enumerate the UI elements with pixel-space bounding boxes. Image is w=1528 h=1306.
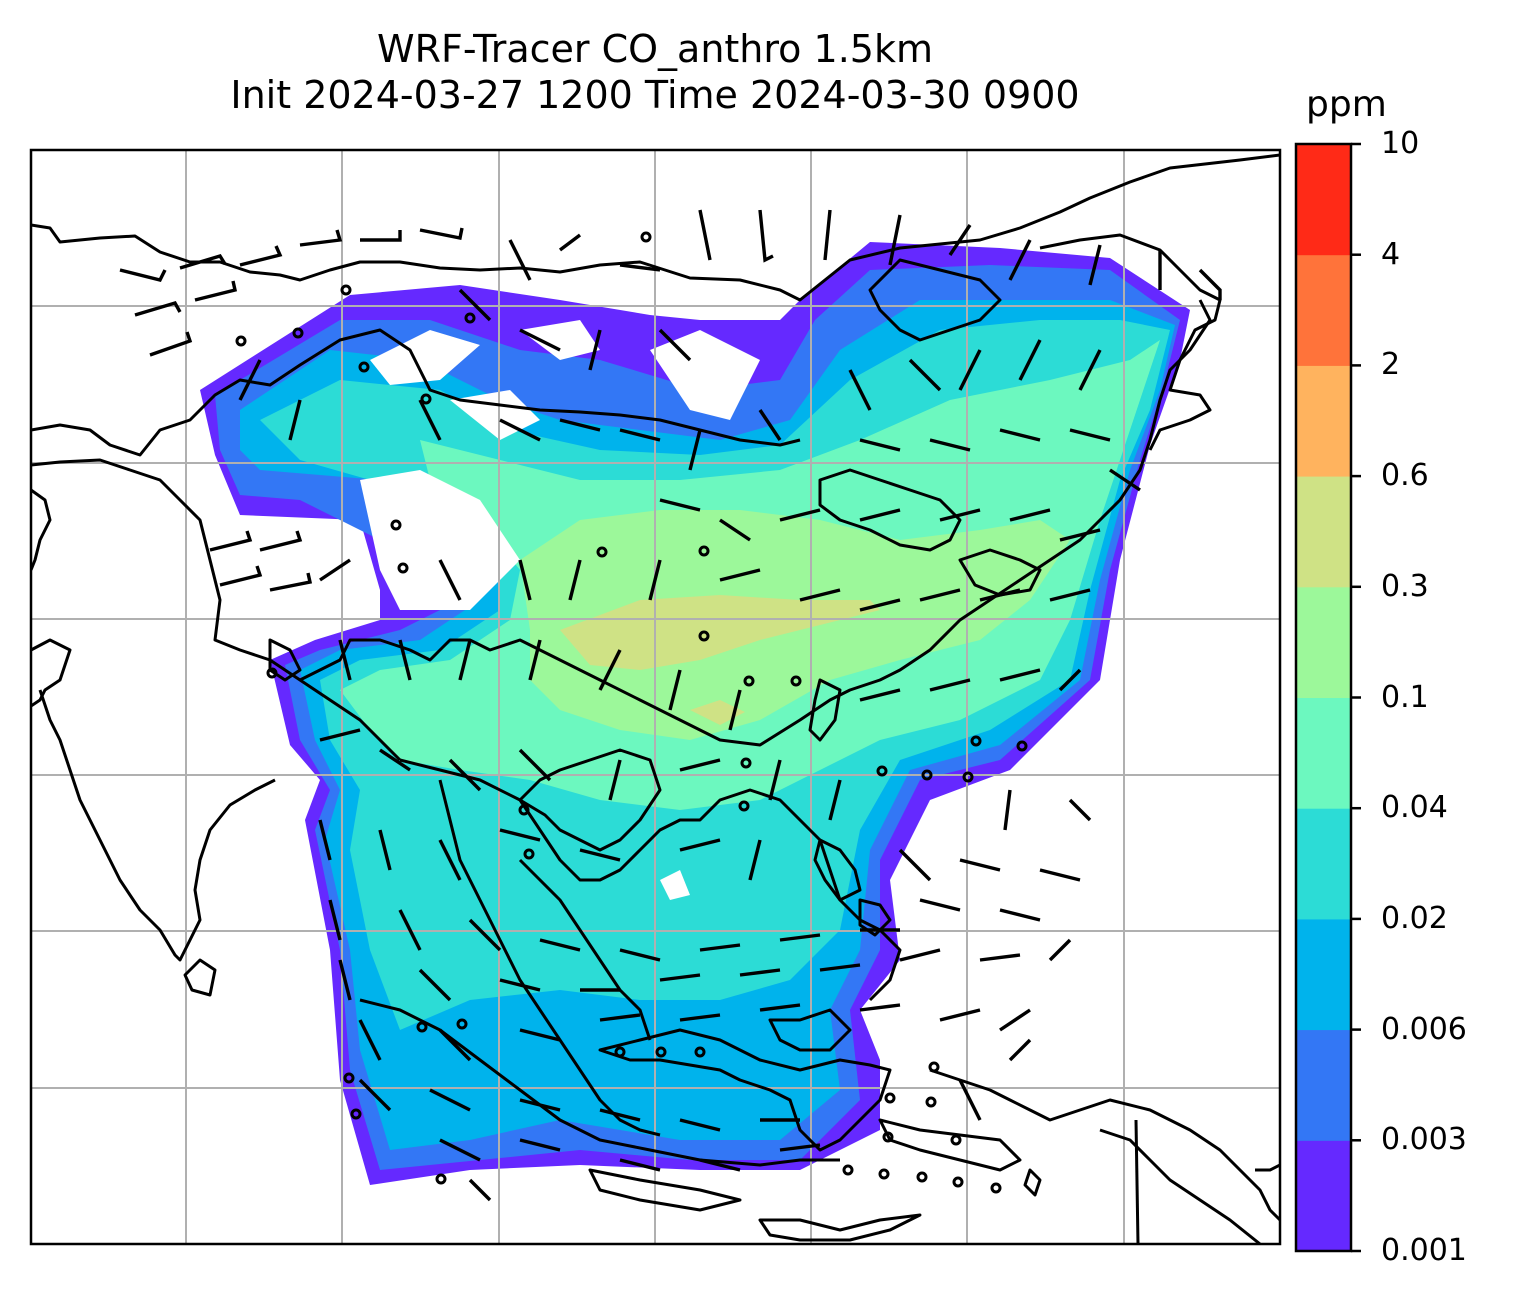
wind-barbs: [119, 209, 1222, 1202]
field-level-7: [560, 595, 880, 670]
colorbar-band: [1296, 365, 1351, 477]
colorbar-band: [1296, 144, 1351, 256]
colorbar-tick-label: 0.001: [1381, 1233, 1467, 1268]
colorbar-band: [1296, 586, 1351, 698]
coastlines: [31, 153, 1280, 1244]
tracer-field: [200, 242, 1190, 1185]
map-frame: [29, 148, 1282, 1246]
map-axes-content: [31, 150, 1280, 1244]
colorbar-tick-label: 2: [1381, 347, 1401, 383]
colorbar-tick-label: 0.6: [1381, 458, 1429, 494]
colorbar-band: [1296, 808, 1351, 920]
colorbar-tick-label: 0.1: [1381, 679, 1429, 715]
colorbar-tick-label: 0.04: [1381, 790, 1448, 826]
calm-wind-markers: [235, 231, 1028, 1194]
colorbar-tick-label: 10: [1381, 126, 1420, 161]
title-line-2: Init 2024-03-27 1200 Time 2024-03-30 090…: [230, 73, 1080, 117]
colorbar-band: [1296, 697, 1351, 809]
colorbar-band: [1296, 476, 1351, 588]
gridlines: [31, 150, 1280, 1244]
colorbar-tick-label: 0.02: [1381, 900, 1448, 936]
plot-title: WRF-Tracer CO_anthro 1.5km Init 2024-03-…: [30, 26, 1280, 118]
colorbar-unit-label: ppm: [1306, 84, 1387, 125]
title-line-1: WRF-Tracer CO_anthro 1.5km: [377, 27, 933, 71]
colorbar: [1294, 142, 1361, 1253]
colorbar-band: [1296, 918, 1351, 1031]
colorbar-band: [1296, 1029, 1351, 1141]
colorbar-tick-label: 0.3: [1381, 568, 1429, 604]
colorbar-tick-label: 0.006: [1381, 1011, 1467, 1047]
colorbar-tick-label: 0.003: [1381, 1122, 1467, 1158]
colorbar-band: [1296, 254, 1351, 366]
colorbar-tick-label: 4: [1381, 236, 1401, 272]
colorbar-band: [1296, 1140, 1351, 1252]
